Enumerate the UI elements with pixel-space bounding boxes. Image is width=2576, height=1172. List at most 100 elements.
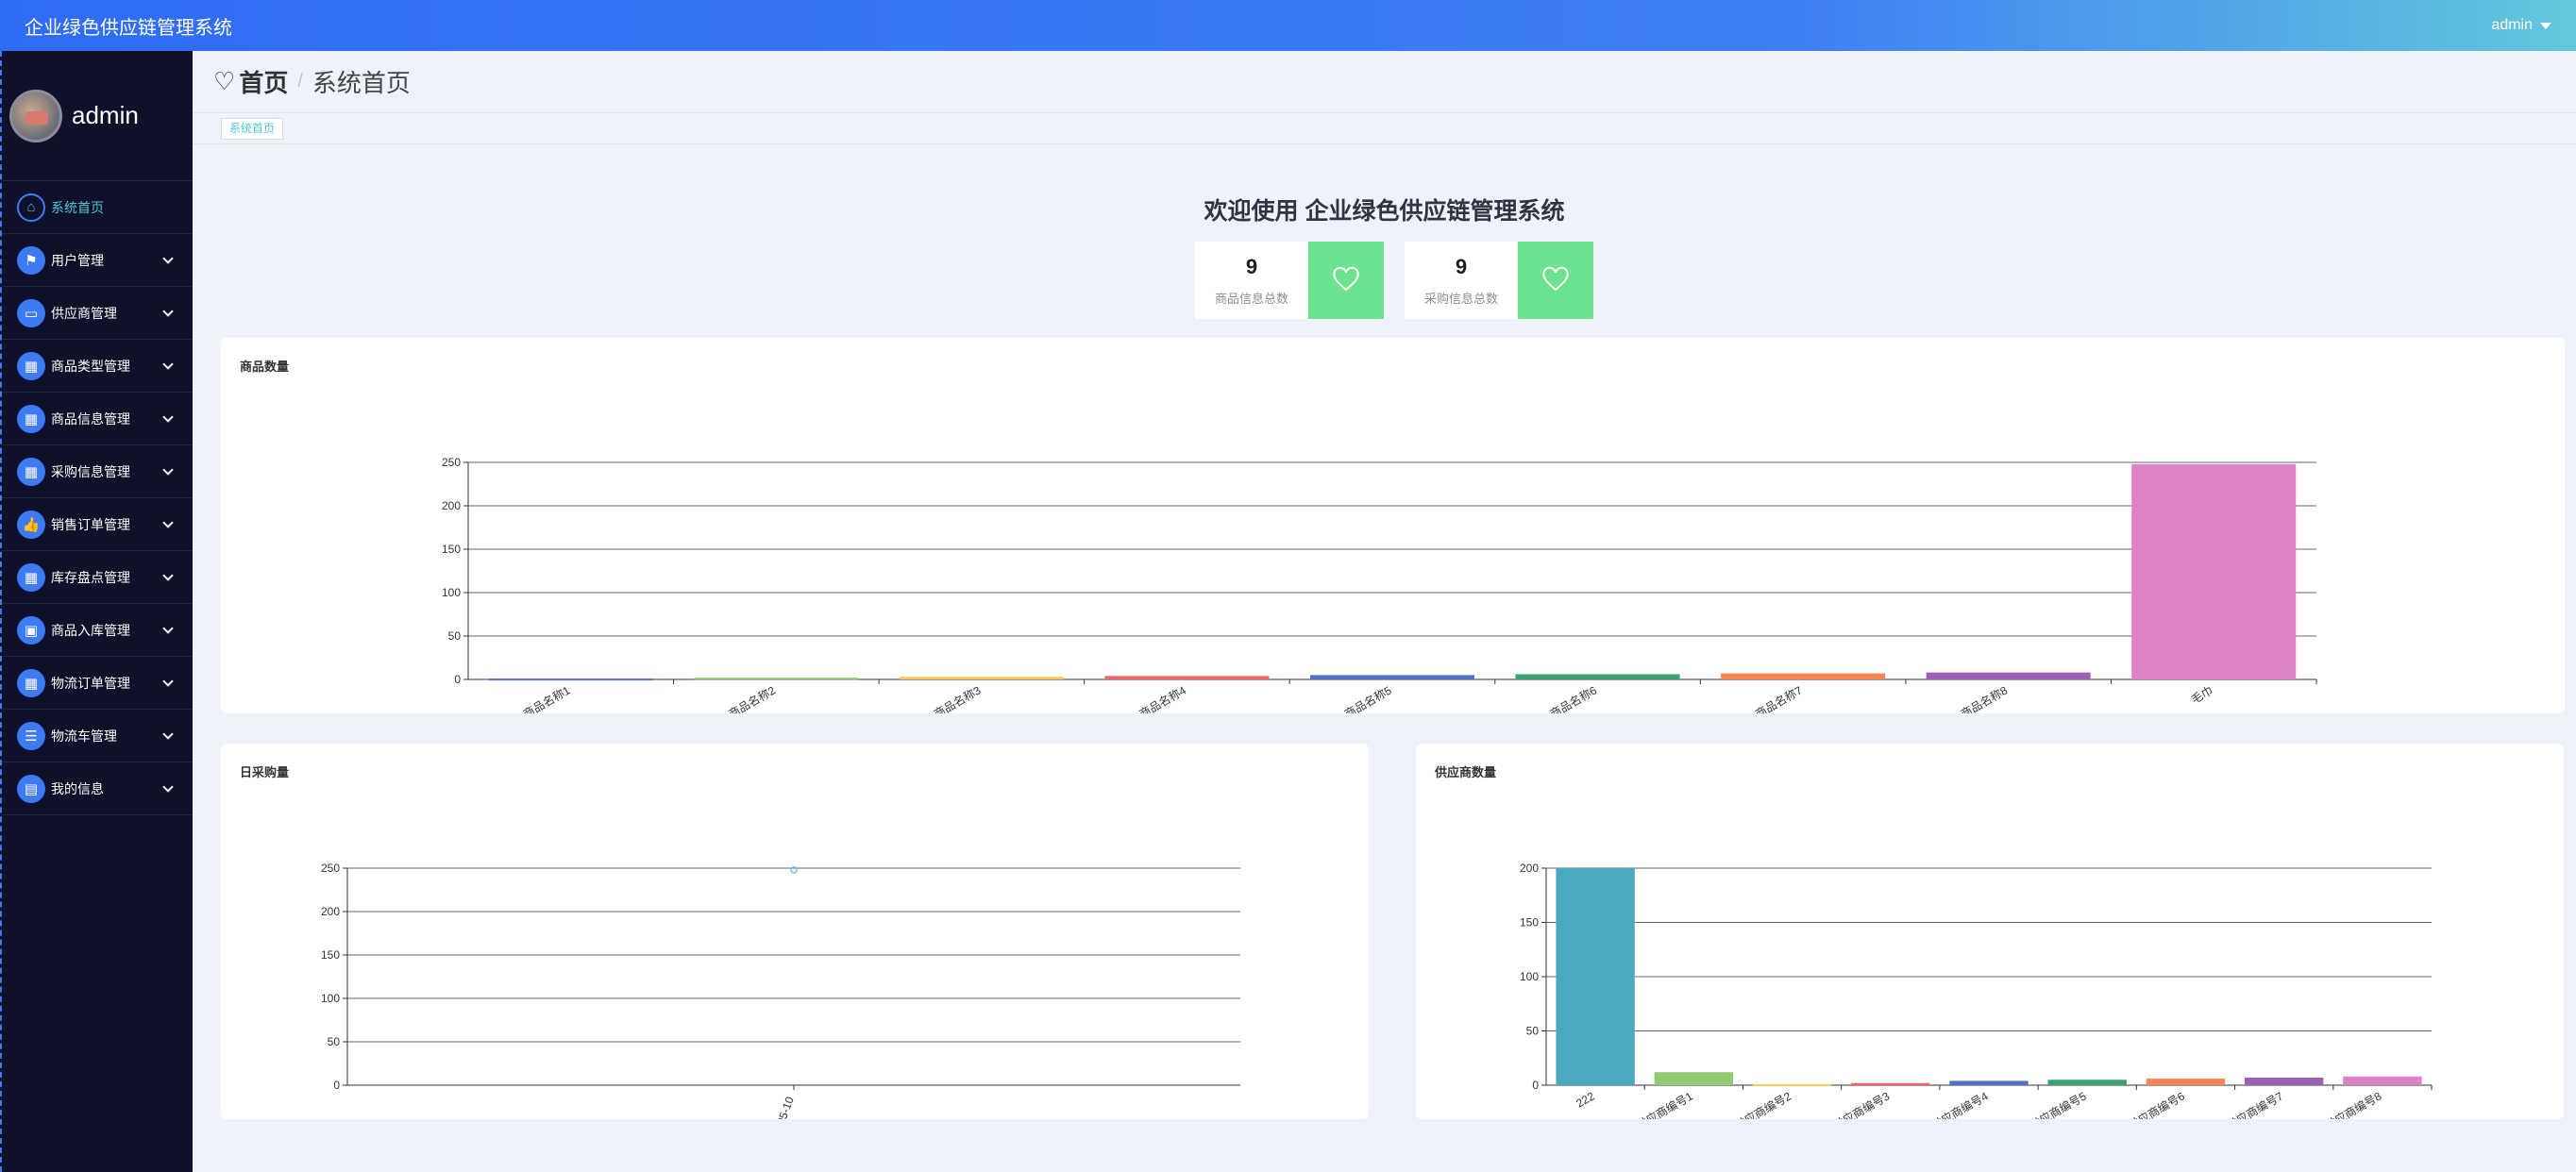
sidebar-item-0[interactable]: ⌂ 系统首页: [2, 181, 193, 234]
sidebar-item-label: 用户管理: [51, 252, 104, 268]
sidebar-item-label: 库存盘点管理: [51, 569, 130, 585]
grid-icon: ▦: [17, 404, 45, 433]
chevron-down-icon[interactable]: [162, 253, 174, 264]
y-tick-label: 100: [321, 992, 340, 1005]
y-tick-label: 0: [454, 673, 461, 686]
sidebar-item-label: 系统首页: [51, 199, 104, 215]
tab-system-home[interactable]: 系统首页: [221, 118, 284, 140]
x-tick-label: 商品名称4: [1136, 682, 1188, 713]
bar: [1309, 675, 1475, 679]
breadcrumb-current: 系统首页: [311, 69, 411, 97]
y-tick-label: 100: [1520, 970, 1539, 983]
bar: [1515, 674, 1680, 679]
sidebar-menu: ⌂ 系统首页 ⚑ 用户管理 ▭ 供应商管理 ▦ 商品类型管理 ▦ 商品信息管理 ▦ 采购信息管理 👍 销售…: [2, 181, 193, 815]
heart-icon: [1308, 242, 1384, 319]
bar: [2047, 1080, 2127, 1085]
y-tick-label: 200: [442, 499, 461, 512]
y-tick-label: 50: [448, 629, 462, 643]
chart-title: 商品数量: [240, 360, 290, 374]
user-name[interactable]: admin: [2491, 17, 2533, 33]
list-icon: ☰: [17, 721, 45, 750]
sidebar-item-7[interactable]: ▦ 库存盘点管理: [2, 551, 193, 604]
breadcrumb-home[interactable]: 首页: [239, 69, 289, 97]
sidebar-item-10[interactable]: ☰ 物流车管理: [2, 710, 193, 762]
bar: [2343, 1076, 2422, 1085]
bar: [2146, 1079, 2226, 1085]
chevron-down-icon[interactable]: [162, 781, 174, 793]
sidebar-item-6[interactable]: 👍 销售订单管理: [2, 498, 193, 551]
y-tick-label: 50: [1526, 1025, 1540, 1038]
top-header: 企业绿色供应链管理系统 admin: [0, 0, 2576, 51]
stat-label: 商品信息总数: [1214, 291, 1288, 306]
chevron-down-icon[interactable]: [162, 359, 174, 370]
chevron-down-icon[interactable]: [162, 728, 174, 740]
bar: [1654, 1072, 1734, 1085]
y-tick-label: 250: [442, 456, 461, 469]
avatar: [9, 89, 62, 142]
sidebar-item-1[interactable]: ⚑ 用户管理: [2, 234, 193, 287]
sidebar-item-label: 销售订单管理: [51, 516, 130, 532]
bar: [1851, 1082, 1930, 1085]
sidebar-item-label: 商品入库管理: [51, 622, 130, 638]
sidebar-item-3[interactable]: ▦ 商品类型管理: [2, 340, 193, 393]
x-tick-label: 商品名称8: [1958, 682, 2010, 713]
daily-purchase-chart: 0 50 100 150 200 250 2024-05-10: [321, 862, 1240, 1119]
chevron-down-icon[interactable]: [162, 676, 174, 687]
sidebar: admin ⌂ 系统首页 ⚑ 用户管理 ▭ 供应商管理 ▦ 商品类型管理 ▦ 商品信息管理 ▦ 采购信…: [0, 51, 193, 1172]
x-tick-label: 供应商编号6: [2126, 1088, 2188, 1119]
sidebar-item-label: 采购信息管理: [51, 463, 130, 479]
bar: [694, 678, 859, 680]
bar: [1721, 673, 1886, 679]
sidebar-item-5[interactable]: ▦ 采购信息管理: [2, 445, 193, 498]
stat-label: 采购信息总数: [1423, 291, 1498, 306]
y-tick-label: 200: [321, 905, 340, 918]
chevron-down-icon[interactable]: [162, 306, 174, 317]
x-tick-label: 供应商编号2: [1732, 1088, 1794, 1119]
chart-title: 日采购量: [240, 765, 290, 779]
x-tick-label: 供应商编号8: [2322, 1088, 2384, 1119]
sidebar-item-label: 物流订单管理: [51, 675, 130, 691]
chart-card-supplier: 供应商数量 0 50 100 150 200 222 供应商编号1 供应商编号2 供应商编号3 供…: [1416, 744, 2564, 1119]
briefcase-icon: ▣: [17, 615, 45, 645]
y-tick-label: 0: [1532, 1079, 1539, 1092]
chevron-down-icon[interactable]: [162, 623, 174, 634]
sidebar-item-label: 商品类型管理: [51, 358, 130, 374]
chart-title: 供应商数量: [1435, 765, 1497, 779]
chevron-down-icon[interactable]: [162, 411, 174, 423]
sidebar-item-4[interactable]: ▦ 商品信息管理: [2, 393, 193, 445]
y-tick-label: 150: [1520, 916, 1539, 929]
sidebar-item-8[interactable]: ▣ 商品入库管理: [2, 604, 193, 657]
bar: [1949, 1080, 2029, 1085]
sidebar-item-label: 物流车管理: [51, 728, 117, 744]
chevron-down-icon[interactable]: [162, 517, 174, 528]
x-tick-label: 供应商编号3: [1830, 1088, 1893, 1119]
x-tick-label: 供应商编号4: [1928, 1088, 1991, 1119]
app-title: 企业绿色供应链管理系统: [25, 17, 232, 39]
x-tick-label: 供应商编号5: [2027, 1088, 2089, 1119]
thumb-icon: 👍: [17, 510, 45, 539]
x-tick-label: 222: [1574, 1089, 1597, 1110]
supplier-bar-chart: 0 50 100 150 200 222 供应商编号1 供应商编号2 供应商编号3 供应商编号4 供…: [1520, 862, 2433, 1119]
sidebar-item-label: 我的信息: [51, 780, 104, 796]
stat-card-purchase: 9 采购信息总数: [1405, 242, 1593, 319]
sidebar-item-11[interactable]: ▤ 我的信息: [2, 762, 193, 815]
card-icon: ▤: [17, 774, 45, 803]
chevron-down-icon[interactable]: [162, 570, 174, 581]
y-tick-label: 150: [442, 543, 461, 556]
caret-down-icon[interactable]: [2540, 22, 2551, 29]
home-icon: ⌂: [17, 193, 45, 222]
chart-card-goods: 商品数量 0 50 100 150 200 250 商品名称1 商品名称2 商品名称3 商品名称4…: [221, 338, 2565, 713]
grid-icon: ▦: [17, 457, 45, 486]
chevron-down-icon[interactable]: [162, 464, 174, 476]
flag-icon: ⚑: [17, 245, 45, 275]
x-tick-label: 供应商编号7: [2224, 1088, 2286, 1119]
y-tick-label: 50: [328, 1035, 341, 1048]
sidebar-item-9[interactable]: ▦ 物流订单管理: [2, 657, 193, 710]
y-tick-label: 150: [321, 948, 340, 962]
sidebar-item-2[interactable]: ▭ 供应商管理: [2, 287, 193, 340]
x-tick-label: 商品名称7: [1753, 682, 1805, 713]
bar: [488, 678, 653, 681]
user-menu[interactable]: admin: [2491, 17, 2551, 34]
y-tick-label: 100: [442, 586, 461, 599]
bar: [1556, 868, 1635, 1085]
